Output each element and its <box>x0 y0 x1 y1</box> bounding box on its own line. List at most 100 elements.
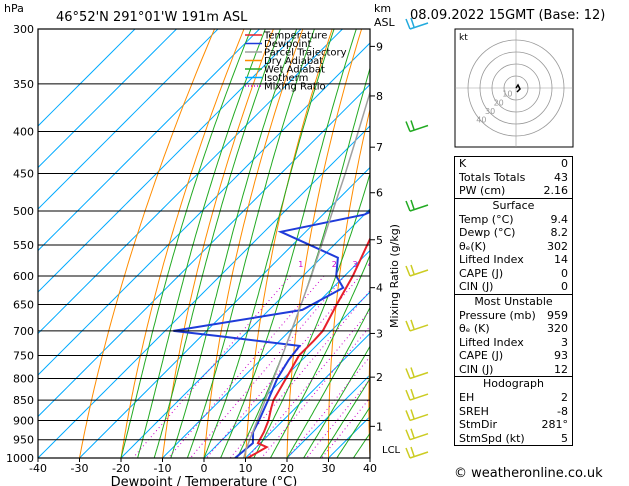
height-tick-label: 1 <box>376 420 383 433</box>
pressure-tick-label: 850 <box>13 394 34 407</box>
index-value: 2 <box>561 391 568 404</box>
index-value: 5 <box>561 431 568 445</box>
wind-barb <box>405 319 429 332</box>
index-value: 3 <box>561 335 568 349</box>
mixing-ratio-label: 15 <box>441 260 451 269</box>
index-value: 93 <box>554 349 568 362</box>
index-row: Lifted Index 14 <box>455 253 572 267</box>
indices-panel: K 0 Totals Totals 43 PW (cm) 2.16 Surface Tem… <box>454 156 573 446</box>
index-row: CIN (J) 12 <box>455 363 572 377</box>
hodograph-ring-label: 40 <box>476 116 486 125</box>
hodograph-trace <box>515 83 521 93</box>
index-row: StmSpd (kt) 5 <box>455 432 572 446</box>
dry-adiabat-line <box>587 29 619 458</box>
most-unstable-section: Pressure (mb) 959 θₑ (K) 320 Lifted Index 3 CA… <box>455 309 572 377</box>
mixing-ratio-label: 4 <box>368 260 373 269</box>
index-label: CAPE (J) <box>459 266 504 280</box>
dry-adiabat-line <box>620 29 629 458</box>
index-row: Temp (°C) 9.4 <box>455 213 572 227</box>
index-row: θₑ (K) 320 <box>455 322 572 336</box>
index-label: Temp (°C) <box>459 212 514 226</box>
index-value: 302 <box>547 239 568 253</box>
index-label: StmSpd (kt) <box>459 431 525 445</box>
credit-text: © weatheronline.co.uk <box>454 466 603 481</box>
index-value: 14 <box>554 253 568 266</box>
pressure-tick-label: 1000 <box>6 452 34 465</box>
height-unit-km: km <box>374 2 392 15</box>
pressure-tick-label: 400 <box>13 126 34 139</box>
isotherm-line <box>38 29 302 293</box>
pressure-tick-label: 600 <box>13 270 34 283</box>
surface-section: Temp (°C) 9.4 Dewp (°C) 8.2 θₑ(K) 302 Lifted I… <box>455 213 572 294</box>
index-label: Lifted Index <box>459 253 524 266</box>
mixing-ratio-line <box>287 356 370 458</box>
hodograph-ring-label: 30 <box>485 107 495 116</box>
index-row: CAPE (J) 93 <box>455 349 572 363</box>
pressure-tick-label: 700 <box>13 325 34 338</box>
wind-barb <box>405 409 429 422</box>
pressure-tick-label: 950 <box>13 434 34 447</box>
temp-tick-label: 40 <box>363 462 377 475</box>
pressure-unit-label: hPa <box>4 2 24 15</box>
mixing-ratio-label: 1 <box>298 260 303 269</box>
isotherm-line <box>38 83 370 418</box>
pressure-tick-label: 450 <box>13 167 34 180</box>
index-label: CIN (J) <box>459 362 494 376</box>
index-value: 12 <box>554 362 568 376</box>
mixing-ratio-line <box>247 309 370 458</box>
isotherm-line <box>38 29 177 169</box>
index-row: PW (cm) 2.16 <box>455 184 572 198</box>
height-tick-label: 2 <box>376 371 383 384</box>
legend-label: Mixing Ratio <box>264 82 326 93</box>
height-tick-label: 4 <box>376 282 383 295</box>
index-row: CIN (J) 0 <box>455 280 572 294</box>
dewpoint-line <box>173 210 370 458</box>
wet-adiabat-line <box>286 306 370 458</box>
index-row: SREH -8 <box>455 405 572 419</box>
height-tick-label: 8 <box>376 90 383 103</box>
index-value: 2.16 <box>543 184 569 197</box>
index-label: Lifted Index <box>459 335 524 349</box>
indices-top-section: K 0 Totals Totals 43 PW (cm) 2.16 <box>455 157 572 198</box>
pressure-tick-label: 300 <box>13 23 34 36</box>
dry-adiabat-line <box>120 29 245 458</box>
legend-label: Dry Adiabat <box>264 56 323 67</box>
index-value: 320 <box>547 322 568 335</box>
legend-label: Temperature <box>263 31 327 42</box>
hodograph-ring-label: 10 <box>502 90 512 99</box>
surface-title: Surface <box>492 198 535 212</box>
height-tick-label: 6 <box>376 187 383 200</box>
hodograph-unit-label: kt <box>459 33 468 43</box>
index-label: CAPE (J) <box>459 349 504 362</box>
legend-label: Parcel Trajectory <box>264 48 347 59</box>
index-value: 281° <box>541 418 569 431</box>
hodograph-title: Hodograph <box>483 377 544 390</box>
temp-tick-label: -20 <box>112 462 130 475</box>
wet-adiabat-line <box>319 377 370 458</box>
wind-barb <box>405 428 429 441</box>
pressure-tick-label: 750 <box>13 349 34 362</box>
index-value: 0 <box>561 157 568 170</box>
mixing-ratio-label: 3 <box>352 260 357 269</box>
wet-adiabat-line <box>153 29 281 458</box>
index-label: θₑ (K) <box>459 322 490 335</box>
index-value: 43 <box>554 170 568 184</box>
index-label: θₑ(K) <box>459 239 487 253</box>
index-value: 0 <box>561 266 568 280</box>
height-tick-label: 7 <box>376 141 383 154</box>
dry-adiabat-line <box>368 340 370 458</box>
temp-tick-label: 20 <box>280 462 294 475</box>
height-tick-label: 9 <box>376 40 383 53</box>
index-label: Totals Totals <box>459 170 526 184</box>
temp-tick-label: -30 <box>71 462 89 475</box>
temp-tick-label: 10 <box>239 462 253 475</box>
wet-adiabat-line <box>269 254 370 458</box>
hodograph-ring-label: 20 <box>494 98 504 107</box>
index-row: Lifted Index 3 <box>455 336 572 350</box>
isotherm-line <box>79 166 370 458</box>
index-value: 8.2 <box>550 226 569 239</box>
height-tick-label: 5 <box>376 234 383 247</box>
legend-label: Dewpoint <box>264 39 312 50</box>
